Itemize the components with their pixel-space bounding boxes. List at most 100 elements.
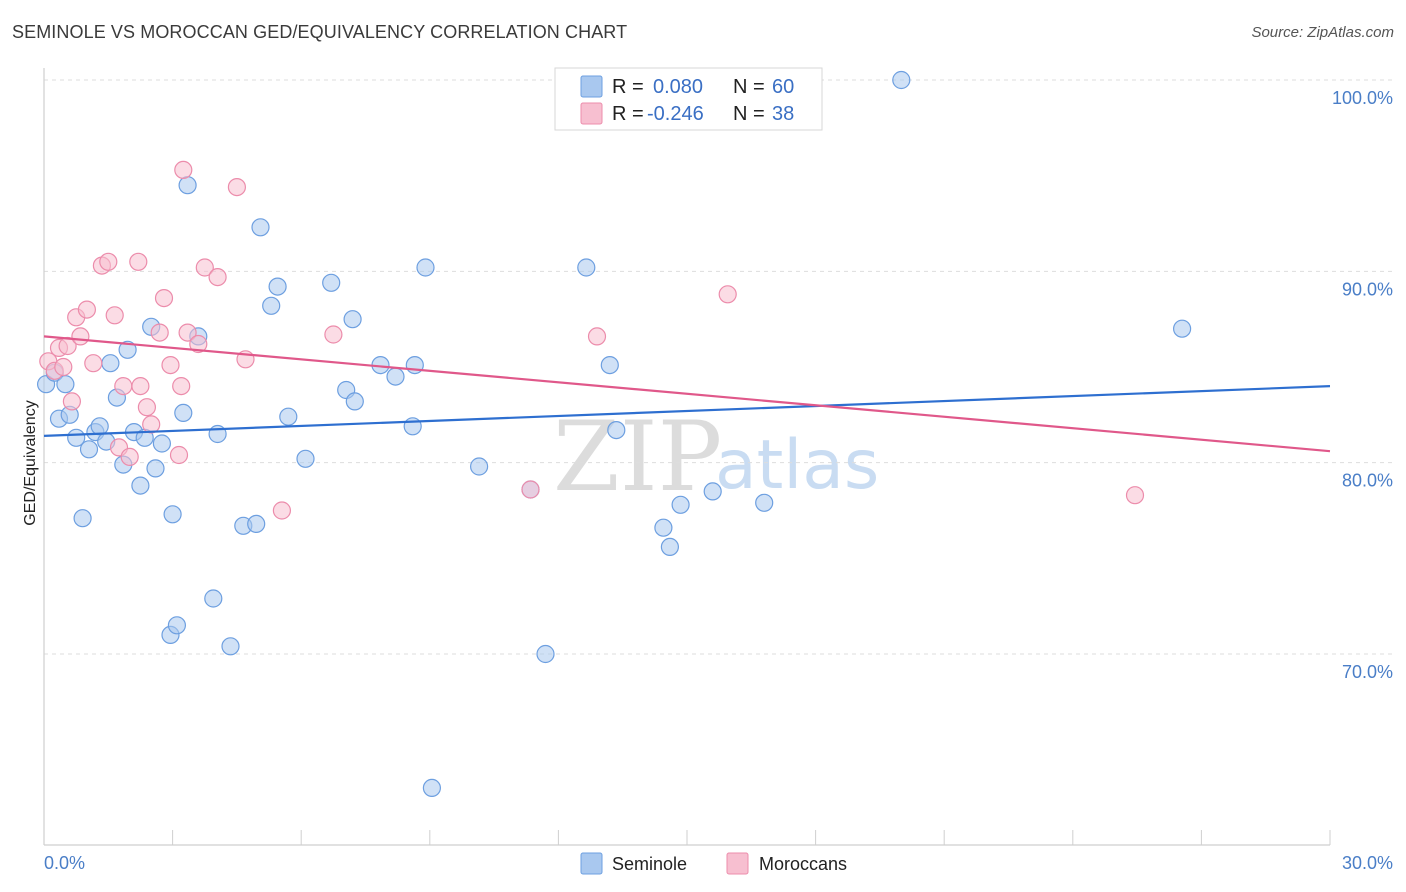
seminole-point — [101, 354, 120, 373]
moroccan-point — [178, 323, 197, 342]
legend-swatch-seminole — [580, 75, 603, 98]
bottom-legend: Seminole Moroccans — [580, 852, 847, 875]
moroccan-point — [587, 327, 607, 346]
moroccan-point — [99, 252, 118, 271]
legend-r-label-seminole: R = — [612, 76, 644, 98]
seminole-point — [131, 476, 150, 495]
seminole-point — [146, 459, 165, 478]
bottom-legend-label-seminole: Seminole — [612, 854, 687, 874]
legend-swatch-moroccans — [580, 102, 603, 125]
y-tick-label: 100.0% — [1332, 88, 1393, 108]
seminole-point — [671, 495, 690, 514]
moroccan-point — [150, 323, 169, 342]
legend-n-value-seminole: 60 — [772, 76, 794, 98]
source-credit: Source: ZipAtlas.com — [1251, 24, 1394, 41]
seminole-point — [470, 457, 489, 476]
seminole-point — [90, 417, 109, 436]
seminole-point — [536, 644, 555, 664]
legend-r-value-seminole: 0.080 — [653, 76, 703, 98]
seminole-point — [322, 273, 341, 292]
moroccan-point — [71, 327, 90, 346]
seminole-point — [654, 518, 673, 537]
seminole-trend-line — [43, 385, 1331, 437]
moroccan-point — [174, 160, 193, 179]
moroccan-point — [324, 325, 343, 344]
trend-lines — [43, 335, 1331, 453]
moroccan-points — [39, 160, 1145, 520]
seminole-point — [174, 403, 193, 422]
seminole-point — [703, 482, 722, 501]
y-axis-label: GED/Equivalency — [22, 400, 39, 525]
seminole-point — [163, 505, 182, 524]
moroccan-point — [131, 377, 150, 396]
moroccan-point — [227, 178, 246, 197]
y-tick-label: 80.0% — [1342, 471, 1393, 491]
moroccan-point — [189, 334, 208, 354]
seminole-point — [79, 440, 99, 459]
seminole-point — [268, 277, 287, 296]
seminole-point — [152, 434, 171, 453]
moroccan-point — [169, 445, 189, 465]
gridlines — [44, 79, 1392, 655]
watermark-zip: ZIP — [553, 401, 722, 513]
seminole-point — [343, 310, 362, 329]
moroccan-point — [137, 398, 156, 417]
y-tick-label: 70.0% — [1342, 662, 1393, 682]
seminole-point — [167, 616, 186, 635]
moroccan-point — [142, 415, 161, 434]
moroccan-point — [161, 356, 180, 375]
moroccan-point — [84, 354, 103, 373]
seminole-point — [755, 493, 774, 512]
moroccan-point — [195, 258, 214, 277]
legend-r-value-moroccans: -0.246 — [647, 103, 704, 125]
seminole-point — [262, 296, 281, 315]
moroccan-point — [172, 377, 191, 396]
moroccan-point — [105, 306, 124, 325]
bottom-legend-swatch-moroccans — [726, 852, 749, 875]
seminole-point — [345, 392, 364, 411]
legend-box: R = 0.080 N = 60 R = -0.246 N = 38 — [554, 67, 823, 131]
seminole-point — [577, 258, 596, 277]
moroccan-point — [114, 377, 133, 396]
y-tick-labels: 70.0% 80.0% 90.0% 100.0% — [1332, 88, 1393, 682]
moroccan-point — [1125, 486, 1145, 505]
moroccan-point — [129, 252, 148, 271]
x-tick-label-min: 0.0% — [44, 853, 85, 873]
seminole-point — [204, 589, 223, 608]
seminole-point — [416, 258, 435, 277]
seminole-point — [296, 449, 315, 468]
legend-n-value-moroccans: 38 — [772, 103, 794, 125]
seminole-point — [607, 421, 626, 440]
moroccan-point — [521, 480, 540, 499]
moroccan-point — [120, 447, 139, 466]
watermark-atlas: atlas — [715, 426, 879, 505]
seminole-point — [892, 70, 911, 90]
seminole-point — [118, 340, 137, 359]
seminole-point — [178, 176, 197, 195]
moroccan-point — [62, 392, 82, 411]
seminole-points — [36, 70, 1192, 798]
bottom-legend-label-moroccans: Moroccans — [759, 854, 847, 874]
legend-r-label-moroccans: R = — [612, 103, 644, 125]
moroccan-point — [208, 268, 227, 287]
moroccan-point — [54, 357, 73, 377]
moroccan-point — [272, 501, 291, 520]
legend-n-label-moroccans: N = — [733, 103, 765, 125]
seminole-point — [279, 407, 298, 426]
seminole-point — [73, 509, 92, 528]
moroccan-trend-line — [43, 335, 1331, 453]
chart-title: SEMINOLE VS MOROCCAN GED/EQUIVALENCY COR… — [12, 22, 628, 42]
seminole-point — [600, 356, 619, 375]
moroccan-point — [154, 289, 174, 308]
seminole-point — [422, 778, 441, 798]
bottom-legend-swatch-seminole — [580, 852, 603, 875]
legend-n-label-seminole: N = — [733, 76, 765, 98]
y-tick-label: 90.0% — [1342, 279, 1393, 299]
seminole-point — [247, 514, 266, 534]
x-tick-marks — [43, 830, 1331, 845]
x-tick-label-max: 30.0% — [1342, 853, 1393, 873]
seminole-point — [221, 637, 240, 656]
seminole-point — [1172, 319, 1192, 338]
seminole-point — [660, 537, 680, 557]
